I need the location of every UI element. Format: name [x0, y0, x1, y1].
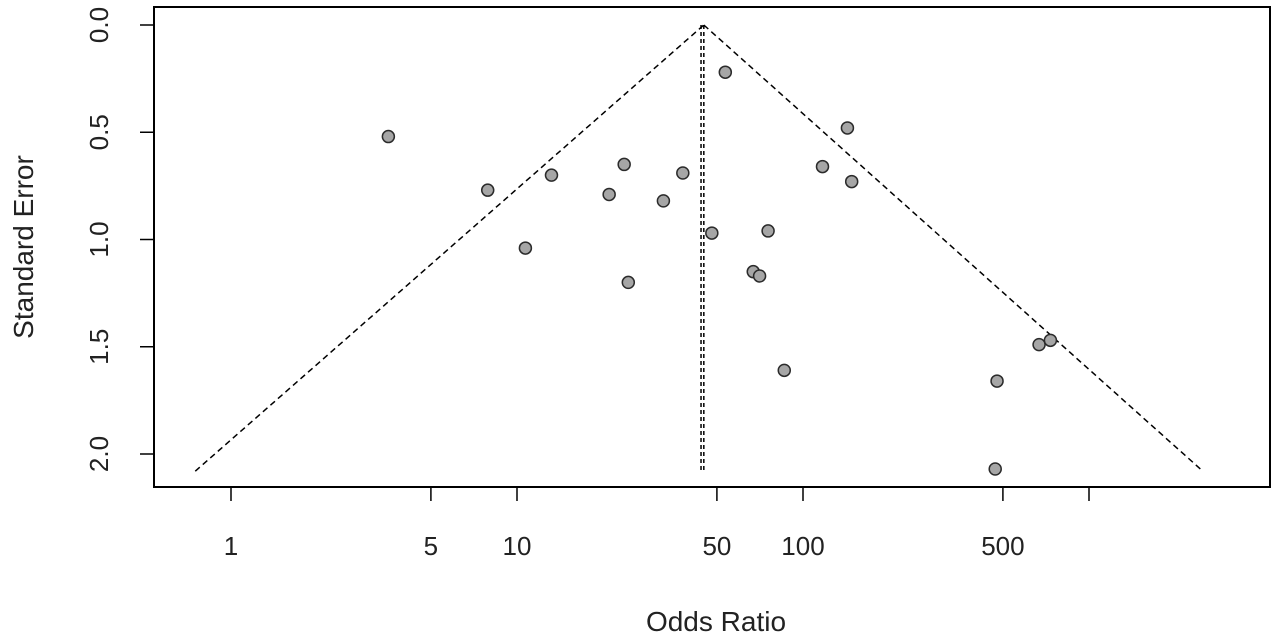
y-tick-label: 1.0 [84, 221, 114, 257]
y-axis-title: Standard Error [8, 155, 39, 339]
funnel-lines [194, 24, 1204, 472]
data-point [1043, 333, 1058, 348]
data-point [381, 129, 396, 144]
data-point [621, 275, 636, 290]
data-point [1032, 337, 1046, 352]
data-point [844, 174, 859, 189]
funnel-right-line [703, 24, 1204, 472]
x-tick-label: 1 [224, 531, 238, 561]
y-tick-label: 0.0 [84, 7, 114, 43]
x-tick-label: 50 [702, 531, 731, 561]
plot-frame [153, 6, 1271, 488]
y-tick-label: 1.5 [84, 329, 114, 365]
reference-lines [700, 25, 705, 472]
x-tick-label: 10 [503, 531, 532, 561]
x-tick-label: 5 [424, 531, 438, 561]
y-tick-label: 2.0 [84, 436, 114, 472]
data-point [752, 269, 767, 283]
x-axis-title: Odds Ratio [646, 606, 786, 637]
x-axis: 1 5 10 50 100 500 [224, 487, 1090, 561]
data-point [718, 65, 733, 79]
data-point [544, 168, 559, 182]
data-point [480, 183, 495, 197]
data-point [777, 363, 792, 378]
funnel-left-line [194, 24, 705, 472]
data-point [988, 462, 1002, 476]
data-point [761, 224, 775, 238]
data-point [617, 157, 631, 172]
x-tick-label: 100 [781, 531, 824, 561]
data-point [815, 159, 830, 174]
data-point [518, 241, 533, 255]
y-axis: 0.0 0.5 1.0 1.5 2.0 [84, 7, 154, 472]
data-point [656, 194, 671, 208]
study-points [381, 65, 1058, 476]
data-point [602, 187, 616, 202]
data-point [676, 166, 690, 180]
y-tick-label: 0.5 [84, 114, 114, 150]
x-tick-label: 500 [981, 531, 1024, 561]
data-point [705, 226, 719, 240]
data-point [990, 374, 1004, 388]
data-point [840, 121, 855, 135]
